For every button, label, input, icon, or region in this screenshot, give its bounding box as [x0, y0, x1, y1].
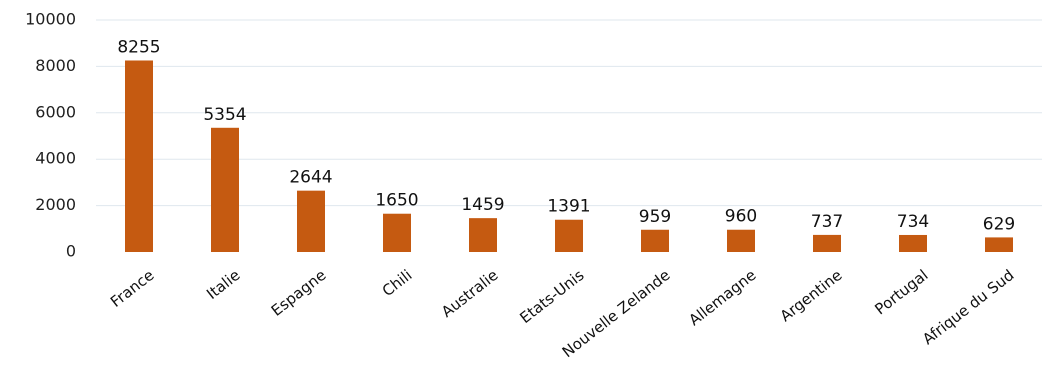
bar — [555, 219, 583, 252]
x-tick-label: Espagne — [268, 266, 330, 320]
y-tick-label: 2000 — [35, 195, 76, 214]
data-label: 1391 — [547, 197, 590, 217]
bar — [297, 190, 325, 252]
x-tick-label: Allemagne — [685, 266, 759, 329]
bar — [899, 234, 927, 252]
data-label: 737 — [811, 212, 843, 232]
bar — [727, 229, 755, 252]
x-tick-label: Afrique du Sud — [919, 266, 1017, 348]
x-tick-label: Italie — [203, 266, 243, 303]
x-tick-label: Australie — [438, 266, 501, 321]
data-label: 960 — [725, 207, 757, 227]
bar — [985, 237, 1013, 252]
y-tick-label: 6000 — [35, 102, 76, 121]
x-tick-label: Etats-Unis — [516, 266, 587, 327]
x-tick-label: Argentine — [777, 266, 846, 325]
data-label: 734 — [897, 212, 929, 232]
x-tick-label: France — [107, 266, 157, 311]
data-label: 2644 — [289, 168, 332, 188]
bar — [813, 234, 841, 252]
y-tick-label: 8000 — [35, 56, 76, 75]
y-tick-label: 4000 — [35, 149, 76, 168]
data-label: 1650 — [375, 191, 418, 211]
bar — [641, 229, 669, 252]
bar — [211, 127, 239, 252]
y-tick-label: 10000 — [25, 10, 76, 29]
bars — [125, 60, 1013, 252]
grid-lines — [96, 19, 1042, 207]
data-labels: 8255 5354 2644 1650 1459 1391 959 960 737 734 629 — [117, 37, 1015, 234]
y-tick-label: 0 — [66, 242, 76, 261]
bar — [383, 213, 411, 252]
data-label: 1459 — [461, 195, 504, 215]
bar — [469, 218, 497, 252]
x-tick-label: Portugal — [871, 266, 931, 318]
x-axis-ticks: France Italie Espagne Chili Australie Etats-U… — [107, 266, 1017, 361]
y-axis-ticks: 0 2000 4000 6000 8000 10000 — [25, 10, 76, 261]
x-tick-label: Chili — [379, 266, 416, 300]
data-label: 5354 — [203, 105, 246, 125]
bar — [125, 60, 153, 252]
data-label: 629 — [983, 214, 1015, 234]
data-label: 959 — [639, 207, 671, 227]
data-label: 8255 — [117, 37, 160, 57]
